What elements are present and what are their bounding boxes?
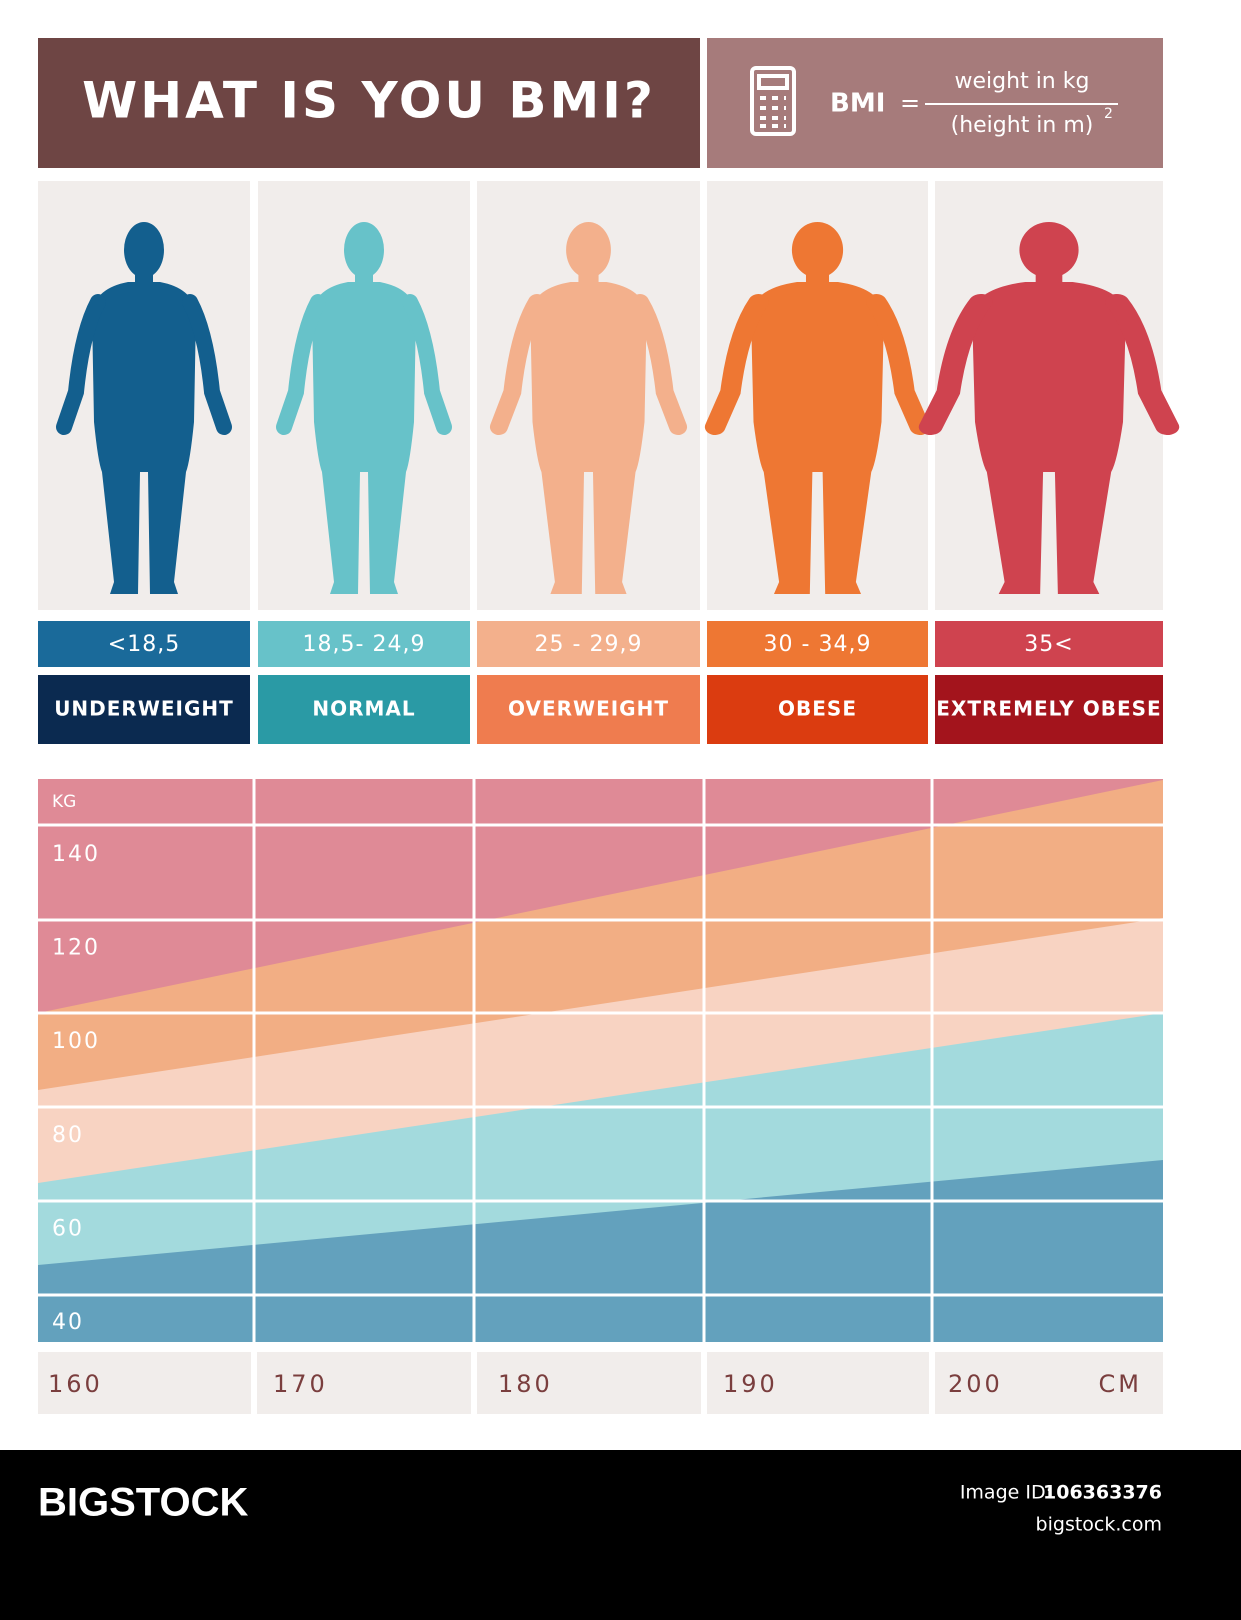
range-bar	[935, 621, 1163, 667]
x-tick-label: 170	[273, 1370, 328, 1398]
torso	[312, 282, 416, 594]
label-bar	[935, 675, 1163, 744]
figure	[489, 222, 688, 594]
torso	[750, 282, 885, 594]
range-bar	[477, 621, 700, 667]
title-box	[38, 38, 700, 168]
range-label: 30 - 34,9	[764, 632, 872, 657]
formula-lhs: BMI	[830, 89, 885, 119]
grid	[38, 779, 1163, 1413]
y-tick-label: 80	[52, 1123, 84, 1148]
x-tick-label: 200	[948, 1370, 1003, 1398]
label-bar	[258, 675, 470, 744]
arms	[276, 294, 452, 435]
figure	[918, 222, 1180, 594]
category-label: OVERWEIGHT	[508, 697, 669, 721]
arms	[704, 294, 931, 435]
label-bar	[707, 675, 928, 744]
calculator-icon	[750, 66, 796, 136]
formula-numerator: weight in kg	[955, 69, 1090, 94]
footer	[0, 1450, 1241, 1620]
x-tick-label: 160	[48, 1370, 103, 1398]
y-unit: KG	[52, 792, 76, 812]
brand: BIGSTOCK	[38, 1481, 249, 1525]
y-tick-label: 60	[52, 1216, 84, 1241]
formula-exponent: 2	[1104, 106, 1113, 122]
formula-eq: =	[900, 89, 920, 117]
y-tick-label: 140	[52, 842, 100, 867]
y-tick-label: 120	[52, 936, 100, 961]
y-tick-label: 40	[52, 1310, 84, 1335]
image-id: 106363376	[1043, 1482, 1162, 1504]
formula-denominator: (height in m)	[951, 113, 1094, 138]
torso	[92, 282, 196, 594]
arms	[489, 294, 688, 435]
figure	[56, 222, 232, 594]
torso	[972, 282, 1126, 594]
site: bigstock.com	[1036, 1514, 1162, 1536]
label-bar	[477, 675, 700, 744]
head	[791, 222, 844, 278]
y-tick-label: 100	[52, 1029, 100, 1054]
label-bar	[38, 675, 250, 744]
range-bar	[38, 621, 250, 667]
x-unit: CM	[1099, 1370, 1142, 1398]
category-label: NORMAL	[312, 697, 415, 721]
range-label: 25 - 29,9	[535, 632, 643, 657]
head	[344, 222, 384, 278]
range-label: <18,5	[108, 632, 180, 657]
categories: <18,5 UNDERWEIGHT 18,5- 24,9 NORMAL 25 - 29,…	[38, 181, 1180, 744]
torso	[530, 282, 647, 594]
range-label: 18,5- 24,9	[303, 632, 426, 657]
head	[1019, 222, 1079, 278]
x-tick-label: 180	[498, 1370, 553, 1398]
range-label: 35<	[1024, 632, 1073, 657]
figure	[704, 222, 931, 594]
figure	[276, 222, 452, 594]
arms	[56, 294, 232, 435]
head	[124, 222, 164, 278]
x-axis-strip	[38, 1352, 1163, 1414]
head	[566, 222, 611, 278]
image-id-label: Image ID:	[960, 1482, 1052, 1504]
category-label: UNDERWEIGHT	[54, 697, 234, 721]
category-label: EXTREMELY OBESE	[936, 697, 1161, 721]
x-tick-label: 190	[723, 1370, 778, 1398]
weight-chart: KG CM	[38, 779, 1163, 1414]
category-label: OBESE	[778, 697, 857, 721]
arms	[918, 294, 1180, 435]
range-bar	[707, 621, 928, 667]
title: WHAT IS YOU BMI?	[82, 72, 656, 130]
range-bar	[258, 621, 470, 667]
